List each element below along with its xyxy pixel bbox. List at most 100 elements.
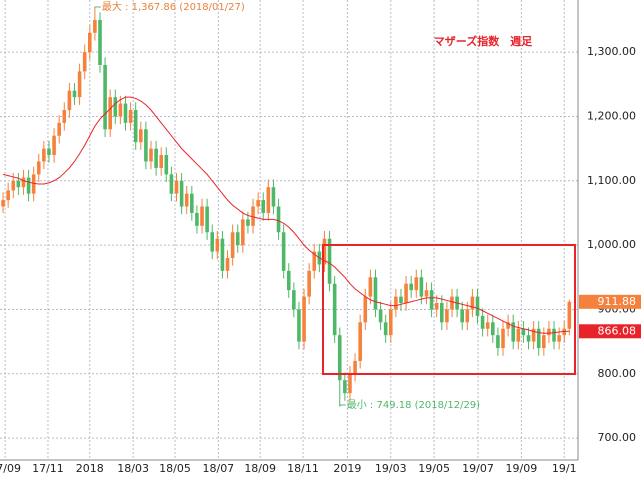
candle-body (516, 328, 521, 342)
candle-body (506, 322, 510, 329)
candle-body (445, 309, 449, 323)
candle-body (190, 193, 194, 213)
candle-body (419, 277, 424, 297)
moving-average (2, 96, 570, 334)
candle-body (271, 187, 276, 207)
candle-body (154, 148, 158, 168)
candle-body (82, 52, 87, 72)
candle-body (450, 296, 454, 310)
candle-body (113, 97, 118, 117)
x-tick-label: 19/07 (462, 462, 494, 475)
min-annotation: 最小 : 749.18 (2018/12/29) (347, 399, 480, 411)
candle-body (480, 315, 485, 329)
candle-body (215, 238, 220, 252)
y-tick-label: 1,100.00 (587, 174, 636, 187)
candle-body (42, 148, 46, 162)
candle-body (108, 97, 112, 130)
candle-body (404, 283, 408, 304)
candle-body (353, 360, 357, 374)
candle-body (128, 110, 133, 123)
candle-body (6, 190, 10, 201)
candle-body (11, 180, 16, 191)
x-tick-label: 17/11 (32, 462, 64, 475)
candle-body (373, 277, 378, 310)
highlight-box (322, 244, 576, 375)
x-tick-label: 18/07 (202, 462, 234, 475)
candle-body (251, 206, 255, 226)
x-tick-label: 19/03 (375, 462, 407, 475)
candle-body (399, 296, 403, 304)
plot-area (0, 0, 578, 460)
candle-body (424, 290, 429, 297)
candle-body (547, 328, 551, 336)
candle-body (266, 187, 271, 213)
candle-body (241, 219, 245, 246)
x-tick-label: 19/09 (506, 462, 538, 475)
candle-body (526, 335, 531, 342)
x-tick-label: 2018 (76, 462, 104, 475)
candle-body (47, 148, 51, 156)
candle-body (93, 19, 97, 33)
candle-body (235, 232, 240, 246)
candle-body (567, 301, 572, 329)
candle-body (557, 335, 561, 342)
candle-body (368, 277, 373, 297)
candle-body (409, 283, 413, 291)
candle-body (16, 180, 21, 188)
y-tick-label: 1,300.00 (587, 45, 636, 58)
candle-body (511, 322, 516, 342)
candle-body (67, 90, 72, 111)
last-close-label: 911.88 (598, 295, 637, 308)
candle-body (332, 283, 337, 336)
x-tick-label: 18/11 (287, 462, 319, 475)
chart-title: マザーズ指数 週足 (434, 34, 533, 48)
candle-body (246, 219, 250, 226)
candle-body (123, 103, 128, 123)
candle-body (292, 290, 296, 310)
x-tick-label: 17/09 (0, 462, 21, 475)
candle-body (77, 71, 82, 98)
candle-body (184, 193, 189, 207)
candle-body (26, 177, 31, 194)
candle-body (562, 328, 567, 336)
x-tick-label: 19/05 (418, 462, 450, 475)
candle-body (470, 296, 475, 310)
candle-body (414, 277, 419, 291)
candle-body (312, 251, 317, 271)
x-tick-label: 18/05 (159, 462, 191, 475)
candle-body (348, 373, 352, 394)
x-tick-label: 2019 (333, 462, 361, 475)
x-tick-label: 19/1 (552, 462, 577, 475)
candle-body (52, 135, 56, 156)
candle-body (343, 380, 347, 394)
candle-body (261, 200, 266, 213)
candle-body (358, 322, 362, 361)
candle-body (179, 180, 184, 207)
candle-body (542, 335, 546, 349)
candle-body (98, 19, 102, 65)
candle-body (388, 309, 393, 336)
candle-body (491, 322, 495, 336)
candle-body (327, 238, 332, 284)
candle-body (297, 309, 301, 342)
candle-body (200, 206, 204, 226)
candle-body (302, 296, 306, 342)
x-tick-label: 18/09 (244, 462, 276, 475)
candle-body (501, 328, 505, 349)
candle-body (36, 161, 41, 175)
y-tick-label: 1,000.00 (587, 238, 636, 251)
candle-body (521, 328, 526, 336)
candle-body (220, 238, 225, 271)
candle-body (536, 328, 541, 349)
last-close-tag (579, 294, 641, 309)
candle-body (465, 309, 470, 323)
candle-body (276, 206, 281, 233)
candle-body (103, 64, 107, 130)
candle-body (378, 309, 383, 323)
candle-body (205, 206, 209, 233)
candle-body (363, 296, 368, 323)
candle-body (434, 303, 439, 310)
candle-body (496, 335, 500, 349)
last-ma-tag (579, 324, 641, 339)
